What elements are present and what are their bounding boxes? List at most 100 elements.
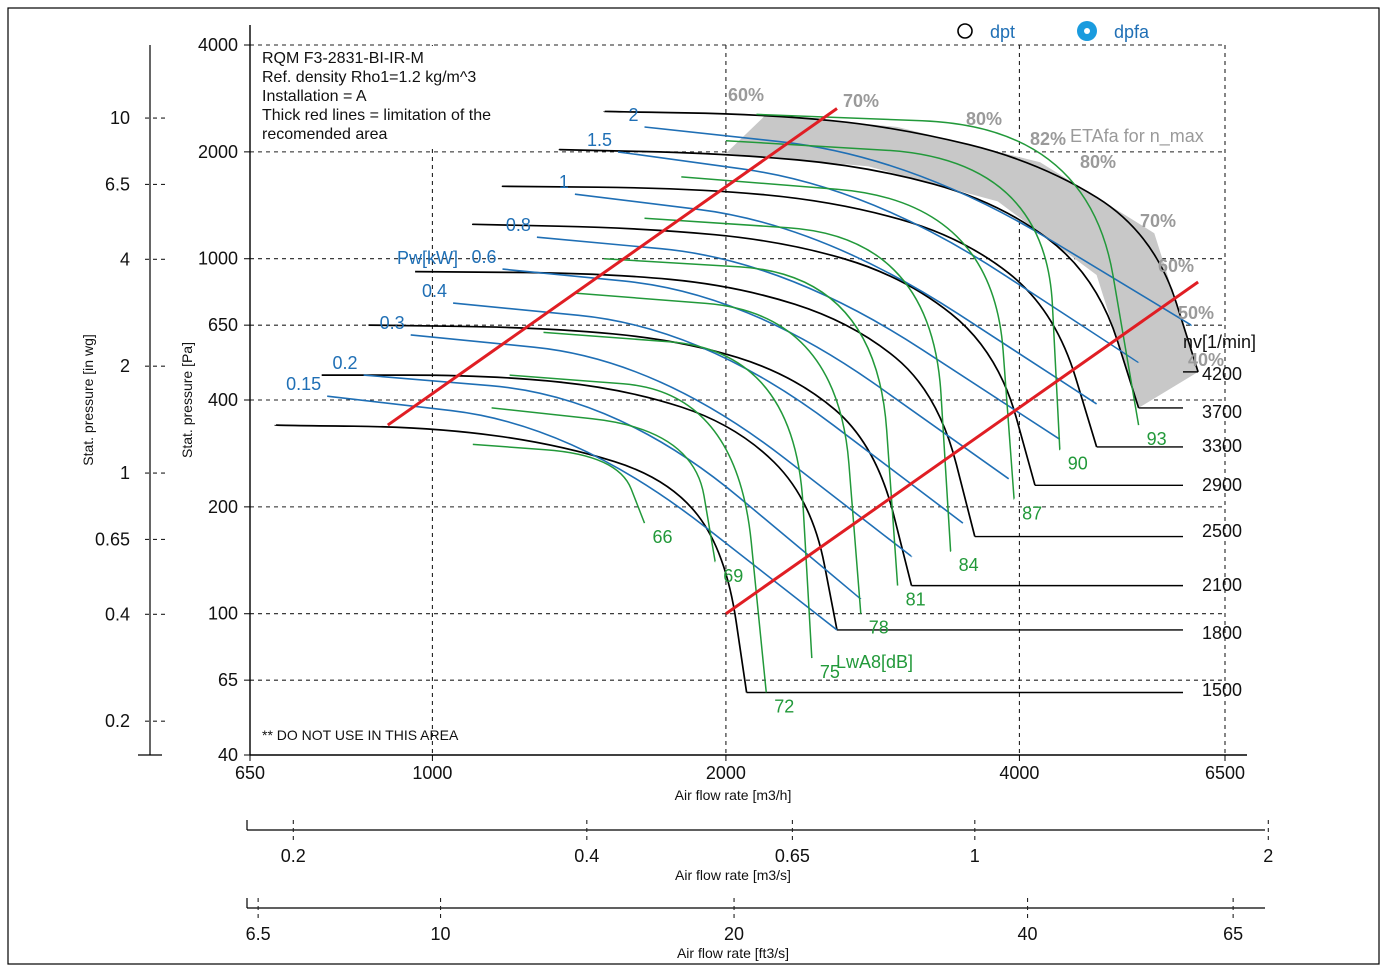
power-lines: 2 1.5 1 0.8 0.6 0.4 0.3 0.2 0.15 [286,105,1192,631]
x-tick-label-m3h: 6500 [1205,763,1245,783]
speed-curve-2900 [471,223,1036,486]
x-tick-label-ft3s: 10 [431,924,451,944]
noise-label-75: 75 [820,662,840,682]
y-tick-label-inwg: 0.4 [105,604,130,624]
power-label-0.8: 0.8 [506,215,531,235]
speed-label-3700: 3700 [1202,402,1242,422]
noise-line-66 [472,443,646,524]
x-tick-label-m3h: 1000 [412,763,452,783]
speed-label-1800: 1800 [1202,623,1242,643]
noise-line-87 [681,176,1015,500]
y-tick-label-inwg: 10 [110,108,130,128]
power-label-2: 2 [628,105,638,125]
efficiency-label: 60% [1158,256,1194,276]
x-tick-label-m3h: 2000 [706,763,746,783]
noise-label-90: 90 [1068,454,1088,474]
efficiency-label: 60% [728,85,764,105]
x-tick-label-m3h: 650 [235,763,265,783]
noise-line-69 [491,407,716,563]
chart-notes: RQM F3-2831-BI-IR-M Ref. density Rho1=1.… [258,46,524,743]
noise-line-90 [725,139,1061,451]
power-label-1.5: 1.5 [587,130,612,150]
axes: 650 1000 2000 4000 6500400020001000650400200… [95,25,1273,944]
speed-curve-2500 [414,270,976,537]
speed-curve-1800 [321,374,838,631]
noise-label-78: 78 [869,618,889,638]
power-label-0.6: 0.6 [471,247,496,267]
legend-dpt-marker [957,23,973,39]
note-red-lines-2: recomended area [262,126,388,143]
x-tick-label-m3s: 0.2 [281,846,306,866]
efficiency-label: 80% [966,109,1002,129]
power-line-1.5 [617,151,1140,364]
y-tick-label-inwg: 0.65 [95,529,130,549]
x-tick-label-ft3s: 20 [724,924,744,944]
red-limit-lines [386,107,1199,615]
power-line-0.8 [536,236,1061,441]
noise-label-72: 72 [774,696,794,716]
noise-line-72 [509,374,768,694]
notes-bg [258,46,524,146]
speed-title: nv[1/min] [1183,332,1256,352]
legend-dpt-label: dpt [990,22,1015,42]
noise-label-69: 69 [723,566,743,586]
y-tick-label-inwg: 2 [120,356,130,376]
noise-lines: 66 69 72 75 78 81 84 87 90 93 [472,113,1167,716]
noise-label-87: 87 [1022,503,1042,523]
efficiency-label: 70% [1140,211,1176,231]
x-tick-label-m3s: 2 [1263,846,1273,866]
speed-label-4200: 4200 [1202,364,1242,384]
y-tick-label-pa: 40 [218,745,238,765]
noise-label-84: 84 [959,555,979,575]
speed-curve-3300 [501,185,1098,448]
speed-label-2500: 2500 [1202,521,1242,541]
power-line-0.4 [453,302,964,524]
noise-label-66: 66 [652,527,672,547]
speed-label-2900: 2900 [1202,475,1242,495]
y-tick-label-inwg: 1 [120,463,130,483]
power-label-0.2: 0.2 [333,353,358,373]
y-tick-label-pa: 100 [208,604,238,624]
y-tick-label-pa: 2000 [198,142,238,162]
note-installation: Installation = A [262,88,367,105]
power-line-0.6 [502,268,1010,480]
y-tick-label-pa: 4000 [198,35,238,55]
speed-curve-1500 [274,424,748,693]
legend-dpfa-label: dpfa [1114,22,1150,42]
power-label-0.3: 0.3 [380,313,405,333]
speed-label-1500: 1500 [1202,680,1242,700]
x-tick-label-m3h: 4000 [999,763,1039,783]
y-axis-title-pa: Stat. pressure [Pa] [179,342,195,458]
x-tick-label-m3s: 0.4 [574,846,599,866]
power-lines-title: Pw[kW] [397,248,458,268]
power-line-0.15 [327,395,838,631]
x-tick-label-ft3s: 40 [1018,924,1038,944]
x-tick-label-ft3s: 6.5 [246,924,271,944]
y-tick-label-inwg: 0.2 [105,711,130,731]
y-axis-title-inwg: Stat. pressure [in wg] [80,334,96,466]
noise-line-75 [543,331,813,659]
efficiency-label: 40% [1188,350,1224,370]
efficiency-title: ETAfa for n_max [1070,126,1204,147]
y-tick-label-pa: 400 [208,390,238,410]
efficiency-label: 70% [843,91,879,111]
power-label-0.4: 0.4 [422,281,447,301]
power-label-1: 1 [559,172,569,192]
speed-curve-2100 [368,324,913,586]
red-limit-line-1 [386,107,838,427]
chart-labels: 60% 70% 80% 82% 80% 70% 60% 50% 40% [728,85,1224,370]
power-line-0.3 [410,334,913,558]
noise-line-78 [574,292,862,615]
red-limit-line-2 [725,280,1199,615]
x-axis-title-m3h: Air flow rate [m3/h] [675,787,792,803]
legend: dpt dpfa [957,21,1150,42]
chart-frame [7,7,1380,965]
noise-line-93 [756,113,1140,426]
noise-label-93: 93 [1147,429,1167,449]
x-tick-label-m3s: 1 [970,846,980,866]
note-model: RQM F3-2831-BI-IR-M [262,50,424,67]
efficiency-shaded-area [725,114,1199,408]
power-line-0.2 [363,374,862,600]
power-line-2 [644,126,1192,326]
